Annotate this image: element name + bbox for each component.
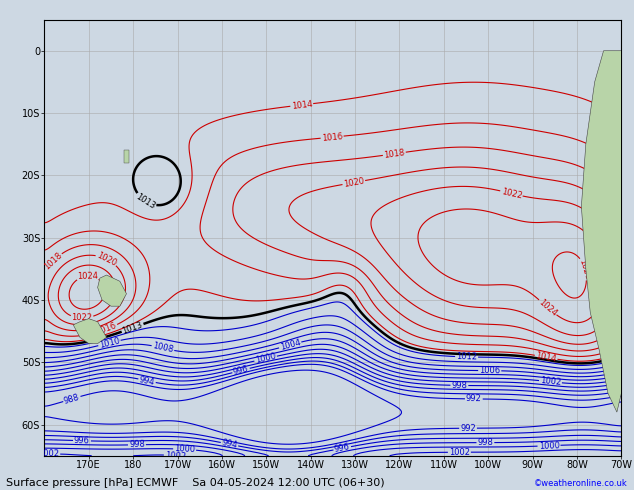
Text: 988: 988 bbox=[63, 392, 81, 406]
Text: Surface pressure [hPa] ECMWF    Sa 04-05-2024 12:00 UTC (06+30): Surface pressure [hPa] ECMWF Sa 04-05-20… bbox=[6, 478, 385, 488]
Text: 1002: 1002 bbox=[449, 448, 470, 457]
Text: 1022: 1022 bbox=[500, 187, 522, 200]
Text: 1024: 1024 bbox=[537, 297, 559, 318]
Text: 1008: 1008 bbox=[152, 342, 174, 355]
Text: 1016: 1016 bbox=[321, 132, 343, 143]
Text: 1014: 1014 bbox=[291, 99, 313, 111]
Text: 1020: 1020 bbox=[343, 176, 365, 189]
Text: 1000: 1000 bbox=[538, 441, 560, 451]
Text: 1013: 1013 bbox=[134, 192, 157, 211]
Text: 998: 998 bbox=[129, 440, 145, 449]
Text: 1016: 1016 bbox=[95, 321, 118, 337]
Text: 1000: 1000 bbox=[254, 352, 277, 365]
Text: 1014: 1014 bbox=[535, 351, 557, 364]
Text: 1022: 1022 bbox=[72, 313, 93, 322]
Text: 1020: 1020 bbox=[95, 250, 118, 268]
Text: ©weatheronline.co.uk: ©weatheronline.co.uk bbox=[534, 479, 628, 488]
Text: 1002: 1002 bbox=[540, 376, 561, 387]
Polygon shape bbox=[98, 275, 127, 306]
Text: 994: 994 bbox=[138, 375, 156, 387]
Text: 1002: 1002 bbox=[165, 451, 186, 461]
Polygon shape bbox=[124, 150, 129, 163]
Text: 1026: 1026 bbox=[578, 258, 592, 280]
Text: 1012: 1012 bbox=[456, 352, 477, 362]
Text: 992: 992 bbox=[466, 394, 482, 403]
Text: 1002: 1002 bbox=[38, 449, 60, 459]
Text: 1018: 1018 bbox=[42, 251, 64, 272]
Text: 1004: 1004 bbox=[279, 338, 302, 352]
Polygon shape bbox=[581, 51, 621, 412]
Text: 1024: 1024 bbox=[77, 271, 98, 281]
Text: 994: 994 bbox=[221, 438, 238, 450]
Text: 1010: 1010 bbox=[98, 336, 120, 350]
Text: 1000: 1000 bbox=[174, 444, 195, 454]
Text: 996: 996 bbox=[333, 442, 351, 454]
Text: 992: 992 bbox=[460, 424, 476, 433]
Text: 1018: 1018 bbox=[383, 148, 405, 160]
Text: 996: 996 bbox=[74, 436, 90, 445]
Text: 1006: 1006 bbox=[479, 366, 500, 375]
Text: 998: 998 bbox=[451, 381, 467, 390]
Text: 996: 996 bbox=[232, 364, 250, 377]
Text: 1013: 1013 bbox=[121, 320, 144, 336]
Polygon shape bbox=[73, 318, 107, 343]
Text: 998: 998 bbox=[477, 438, 493, 447]
